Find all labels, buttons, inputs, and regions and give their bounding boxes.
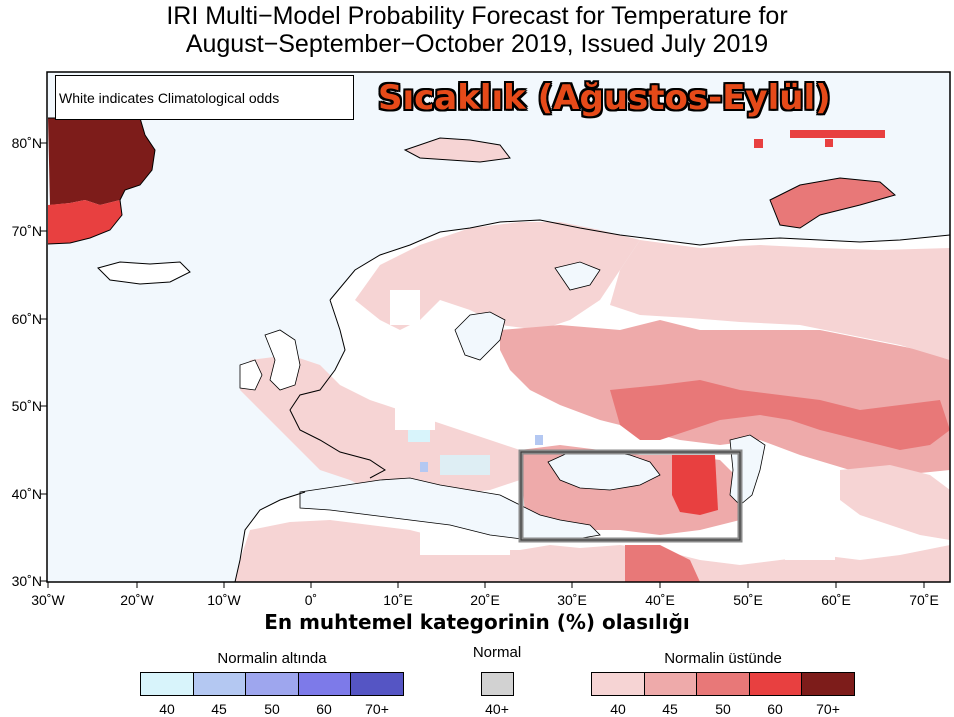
legend-above-swatch-70 <box>802 673 854 695</box>
legend-above-title: Normalin üstünde <box>664 650 782 667</box>
above-50-caspian <box>610 380 950 450</box>
legend-above-swatch-45 <box>645 673 697 695</box>
lon-tick-70e: 70˚E <box>909 592 939 608</box>
lat-tick-40n: 40˚N <box>11 486 42 502</box>
legend-caption: En muhtemel kategorinin (%) olasılığı <box>264 610 690 634</box>
arctic-cell-1 <box>754 139 763 148</box>
white-patch-norway <box>390 290 420 325</box>
forecast-map <box>40 71 951 588</box>
legend-below-swatch-45 <box>194 673 246 695</box>
above-50-iraq <box>625 545 700 582</box>
ireland <box>239 359 263 391</box>
lon-tick-60e: 60˚E <box>821 592 851 608</box>
greenland-red-fill <box>48 200 122 244</box>
lon-tick-10w: 10˚W <box>207 592 241 608</box>
overlay-title: Sıcaklık (Ağustos-Eylül) <box>378 78 831 118</box>
white-patch-central-europe <box>395 390 435 430</box>
greenland-coast <box>47 117 156 245</box>
legend-above-label-70: 70+ <box>816 701 840 717</box>
legend-above-swatch-60 <box>750 673 802 695</box>
legend-above-label-40: 40 <box>610 701 626 717</box>
novaya-zemlya <box>769 177 897 229</box>
legend-above-swatch-40 <box>592 673 645 695</box>
franz-josef-cells <box>790 130 885 138</box>
coastline <box>234 219 951 583</box>
lat-tick-50n: 50˚N <box>11 398 42 414</box>
lat-tick-80n: 80˚N <box>11 135 42 151</box>
legend-below-swatch-70 <box>351 673 403 695</box>
lon-tick-0: 0˚ <box>304 592 318 608</box>
great-britain <box>264 329 301 391</box>
lon-tick-10e: 10˚E <box>383 592 413 608</box>
legend-above-bar <box>591 672 855 696</box>
legend-normal-label: 40+ <box>485 701 509 717</box>
lat-tick-60n: 60˚N <box>11 311 42 327</box>
below-40-alps <box>408 428 430 442</box>
below-45-balkan <box>535 435 543 445</box>
above-40-arabia <box>840 465 950 540</box>
legend-below-title: Normalin altında <box>217 650 327 667</box>
legend-below-label-45: 45 <box>211 701 227 717</box>
lon-tick-30w: 30˚W <box>31 592 65 608</box>
lon-tick-20w: 20˚W <box>120 592 154 608</box>
legend-below-swatch-50 <box>246 673 299 695</box>
legend-normal-title: Normal <box>472 644 522 661</box>
above-60-caucasus <box>672 455 718 515</box>
lon-tick-30e: 30˚E <box>557 592 587 608</box>
greenland-dark-fill <box>48 118 155 205</box>
legend-above-swatch-50 <box>697 673 750 695</box>
above-40-scandinavia <box>355 222 640 330</box>
lat-tick-70n: 70˚N <box>11 223 42 239</box>
lon-tick-20e: 20˚E <box>470 592 500 608</box>
legend-below-swatch-60 <box>299 673 351 695</box>
below-40-adriatic <box>440 455 490 475</box>
iceland <box>97 261 191 285</box>
lon-tick-50e: 50˚E <box>733 592 763 608</box>
map-frame <box>46 71 951 583</box>
svalbard <box>403 137 511 163</box>
legend-below-label-60: 60 <box>316 701 332 717</box>
turkey-highlight-box-inner <box>520 451 741 541</box>
lon-tick-40e: 40˚E <box>645 592 675 608</box>
mediterranean-sea <box>299 477 601 541</box>
legend-below-label-40: 40 <box>159 701 175 717</box>
axis-ticks <box>40 142 925 588</box>
map-title-line1: IRI Multi−Model Probability Forecast for… <box>166 2 788 30</box>
above-40-north-africa <box>235 520 950 582</box>
map-title-line2: August−September−October 2019, Issued Ju… <box>185 30 769 58</box>
legend-below-label-50: 50 <box>264 701 280 717</box>
greenland-region <box>47 117 156 245</box>
baltic-sea <box>454 311 506 361</box>
legend-below-bar <box>140 672 404 696</box>
lat-tick-30n: 30˚N <box>11 573 42 589</box>
above-40-siberia <box>610 240 950 360</box>
legend-normal-swatch <box>482 673 513 695</box>
legend-below-swatch-40 <box>141 673 194 695</box>
arctic-cell-2 <box>825 139 833 147</box>
below-45-italy-1 <box>420 462 428 472</box>
legend-above-label-60: 60 <box>767 701 783 717</box>
white-sea <box>554 261 601 291</box>
white-patch-gulf <box>785 520 835 560</box>
climatology-note: White indicates Climatological odds <box>55 75 354 120</box>
legend-normal-bar <box>481 672 514 696</box>
legend-below-label-70: 70+ <box>365 701 389 717</box>
legend-above-label-50: 50 <box>715 701 731 717</box>
legend-above-label-45: 45 <box>662 701 678 717</box>
